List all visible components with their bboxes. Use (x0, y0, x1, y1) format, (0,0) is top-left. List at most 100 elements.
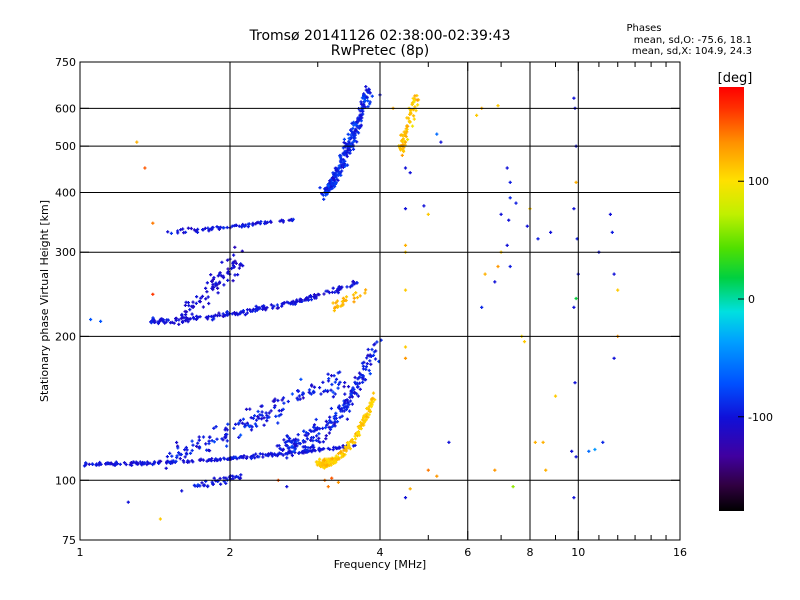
echo-point (258, 222, 262, 226)
echo-point (365, 412, 369, 416)
echo-point (333, 173, 337, 178)
echo-point (254, 418, 259, 422)
echo-point (291, 299, 295, 303)
echo-point (235, 457, 239, 461)
echo-point (493, 468, 497, 472)
echo-point (318, 457, 322, 461)
echo-point (403, 243, 408, 247)
echo-point (307, 449, 311, 453)
echo-point (185, 448, 189, 452)
echo-point (334, 456, 338, 460)
echo-point (328, 418, 332, 422)
echo-point (364, 418, 368, 422)
echo-point (328, 181, 332, 185)
echo-point (327, 425, 331, 429)
y-tick-label: 75 (62, 534, 76, 547)
echo-point (342, 137, 346, 141)
echo-point (343, 401, 347, 405)
echo-point (340, 453, 344, 457)
echo-point (237, 435, 241, 439)
y-axis-label: Stationary phase Virtual Height [km] (38, 200, 51, 402)
echo-point (364, 85, 368, 89)
echo-point (207, 435, 212, 439)
echo-point (253, 456, 257, 460)
echo-point (352, 139, 357, 143)
echo-point (271, 399, 275, 403)
echo-point (370, 94, 374, 98)
echo-point (226, 457, 230, 461)
echo-point (122, 461, 127, 465)
echo-point (243, 313, 247, 317)
echo-point (336, 480, 340, 484)
echo-point (238, 418, 242, 423)
echo-point (318, 186, 322, 190)
y-tick-label: 500 (55, 140, 76, 153)
echo-point (541, 440, 545, 444)
echo-point (191, 300, 195, 304)
echo-point (221, 274, 225, 278)
echo-point (357, 126, 361, 130)
echo-point (241, 456, 245, 460)
echo-point (260, 413, 264, 418)
echo-point (347, 444, 351, 448)
echo-point (511, 485, 515, 489)
echo-point (167, 460, 171, 464)
echo-point (151, 221, 155, 225)
echo-point (109, 461, 113, 465)
echo-point (347, 441, 351, 445)
echo-point (399, 139, 404, 143)
echo-point (416, 103, 420, 107)
echo-point (165, 455, 169, 459)
echo-point (174, 459, 178, 463)
echo-point (286, 399, 290, 404)
echo-point (368, 359, 372, 363)
echo-point (217, 281, 221, 285)
echo-point (224, 476, 228, 480)
echo-point (280, 302, 284, 306)
echo-point (314, 417, 318, 422)
echo-point (344, 151, 349, 155)
echo-point (249, 416, 253, 420)
echo-point (349, 439, 353, 443)
echo-point (325, 389, 330, 394)
echo-point (276, 421, 280, 425)
echo-point (178, 457, 182, 461)
echo-point (351, 126, 355, 130)
echo-point (341, 163, 345, 167)
echo-point (190, 439, 194, 443)
echo-point (296, 398, 300, 402)
echo-point (190, 312, 194, 316)
echo-point (297, 451, 301, 455)
echo-point (352, 296, 356, 300)
echo-point (191, 315, 195, 319)
echo-point (496, 264, 500, 269)
echo-point (593, 447, 597, 452)
echo-point (285, 434, 289, 438)
echo-point (184, 300, 188, 304)
echo-point (264, 221, 268, 225)
echo-point (507, 218, 511, 222)
echo-point (205, 290, 209, 294)
echo-point (337, 382, 341, 386)
echo-point (286, 301, 291, 305)
x-tick-label: 16 (673, 546, 687, 559)
echo-point (188, 451, 193, 455)
echo-point (199, 296, 203, 300)
echo-point (331, 395, 335, 399)
echo-point (364, 365, 368, 369)
echo-point (247, 424, 251, 429)
echo-point (373, 398, 377, 402)
echo-point (362, 93, 366, 97)
echo-point (259, 404, 263, 408)
echo-point (338, 446, 342, 450)
echo-point (183, 309, 187, 314)
echo-point (170, 454, 174, 458)
echo-point (256, 409, 260, 414)
echo-point (374, 349, 378, 353)
echo-point (359, 113, 363, 117)
echo-point (303, 298, 307, 302)
echo-point (213, 313, 217, 317)
colorbar-tick-label: -100 (748, 411, 773, 424)
echo-point (356, 124, 360, 128)
echo-point (165, 459, 169, 463)
